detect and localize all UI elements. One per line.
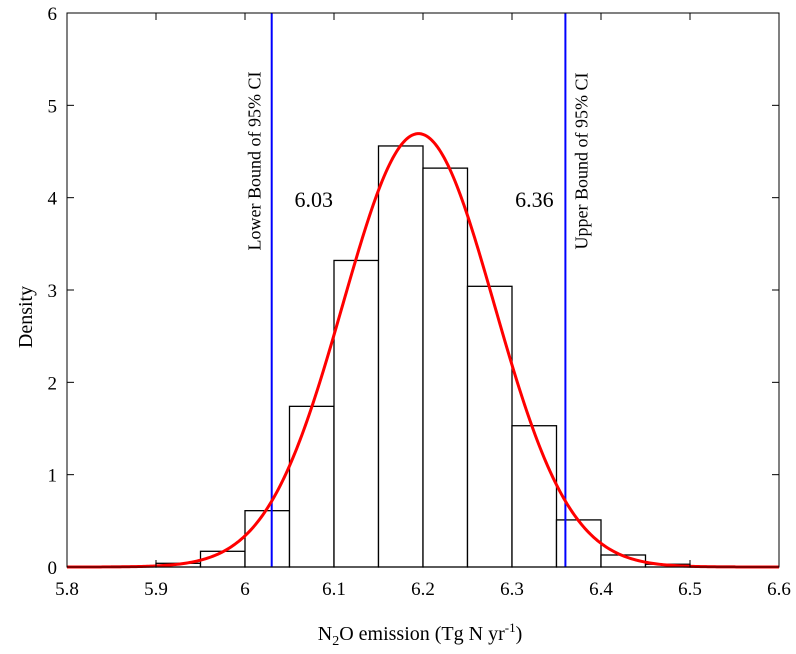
y-axis-ticks: 0 1 2 3 4 5 6: [48, 4, 779, 579]
normal-fit-curve: [67, 132, 779, 569]
y-tick-label: 2: [48, 373, 58, 394]
histogram-bar: [244, 510, 291, 568]
x-axis-ticks: 5.8 5.9 6 6.1 6.2 6.3 6.4 6.5 6.6: [55, 13, 791, 600]
histogram-bar: [511, 425, 558, 568]
y-tick-label: 3: [48, 281, 58, 302]
x-tick-label: 6: [240, 579, 250, 600]
y-tick-label: 5: [48, 96, 58, 117]
histogram-bar: [288, 405, 335, 568]
histogram-bars: [110, 145, 736, 568]
y-tick-label: 1: [48, 466, 58, 487]
histogram-bar: [377, 145, 424, 568]
histogram-bar: [555, 519, 602, 568]
y-tick-label: 0: [48, 558, 58, 579]
x-tick-label: 6.1: [322, 579, 346, 600]
x-tick-label: 5.9: [144, 579, 168, 600]
ci-lower-label: Lower Bound of 95% CI: [245, 72, 265, 251]
y-tick-label: 4: [48, 189, 58, 210]
x-axis-label: N2O emission (Tg N yr-1): [318, 620, 523, 649]
x-tick-label: 6.3: [500, 579, 524, 600]
x-tick-label: 5.8: [55, 579, 79, 600]
ci-upper-value: 6.36: [515, 187, 554, 212]
ci-lines: [270, 13, 567, 567]
ci-lower-value: 6.03: [294, 187, 333, 212]
x-tick-label: 6.2: [411, 579, 435, 600]
histogram-bar: [466, 285, 513, 568]
histogram-bar: [333, 259, 380, 568]
x-tick-label: 6.4: [589, 579, 613, 600]
y-tick-label: 6: [48, 4, 58, 25]
x-tick-label: 6.6: [767, 579, 791, 600]
histogram-bar: [422, 167, 469, 568]
x-tick-label: 6.5: [678, 579, 702, 600]
y-axis-label: Density: [15, 286, 37, 348]
ci-upper-label: Upper Bound of 95% CI: [571, 73, 591, 250]
ci-labels: Lower Bound of 95% CI Upper Bound of 95% …: [245, 72, 592, 251]
